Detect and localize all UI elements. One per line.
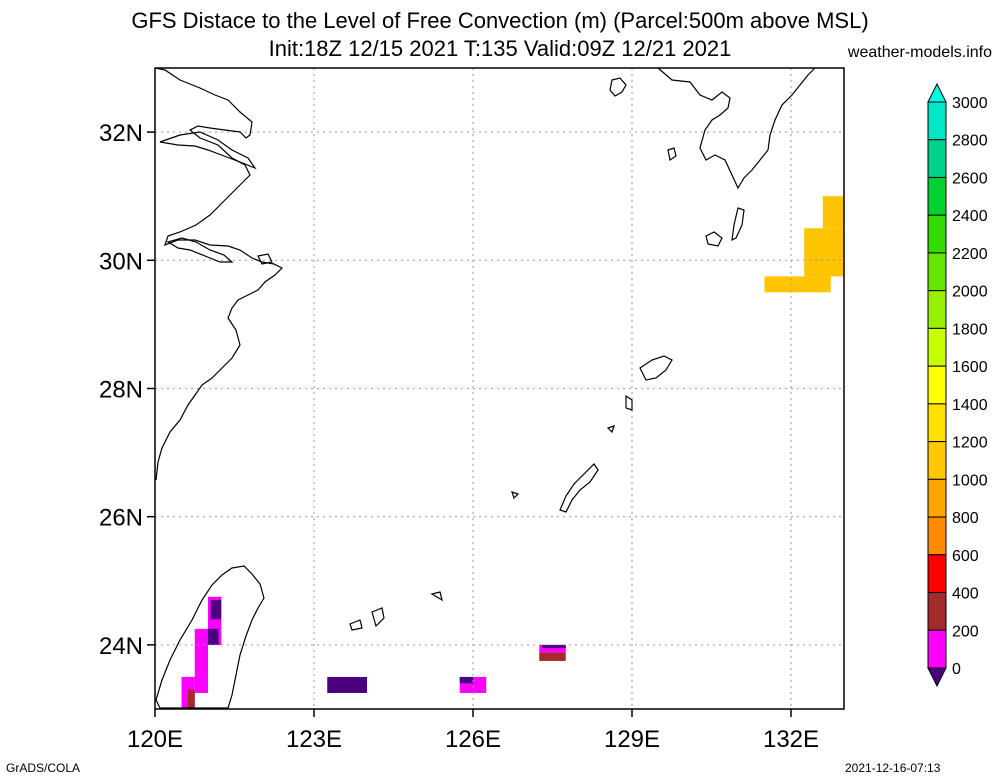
field-cell [327, 676, 367, 693]
field-cell [539, 644, 566, 653]
colorbar-label: 2000 [952, 284, 988, 301]
colorbar-label: 2200 [952, 246, 988, 263]
lon-tick-label: 129E [604, 726, 660, 753]
lat-tick-label: 24N [99, 633, 143, 660]
colorbar-label: 0 [952, 661, 961, 678]
ishigaki-island-outline [371, 607, 385, 628]
kume-island-outline [511, 491, 520, 500]
china-coastline [154, 67, 284, 481]
iriomote-island-outline [349, 619, 363, 631]
colorbar-segment [927, 252, 947, 292]
tokunoshima-outline [625, 394, 633, 411]
colorbar-segment [927, 592, 947, 631]
colorbar-bottom-arrow [927, 667, 947, 688]
map-title-line2: Init:18Z 12/15 2021 T:135 Valid:09Z 12/2… [268, 36, 732, 61]
miyako-island-outline [430, 591, 443, 602]
yakushima-outline [705, 231, 723, 247]
colorbar-label: 1000 [952, 472, 988, 489]
yangtze-river-outline [159, 131, 257, 170]
amami-island-outline [639, 355, 673, 381]
colorbar-segment [927, 478, 947, 518]
colorbar-segment [927, 139, 947, 178]
colorbar-segment [927, 516, 947, 556]
colorbar-segment [927, 101, 947, 141]
goto-islands-outline [609, 77, 627, 97]
colorbar-top-arrow [927, 82, 947, 103]
colorbar-label: 600 [952, 548, 979, 565]
okinawa-island-outline [559, 463, 599, 513]
map-title-line1: GFS Distace to the Level of Free Convect… [131, 8, 869, 33]
software-credit: GrADS/COLA [6, 761, 81, 775]
grid-lines [154, 68, 844, 709]
zhoushan-islands-outline [257, 253, 273, 265]
colorbar-segment [927, 441, 947, 480]
lat-tick-label: 30N [99, 248, 143, 275]
colorbar-label: 2400 [952, 208, 988, 225]
colorbar-segment [927, 290, 947, 329]
colorbar-segment [927, 403, 947, 443]
field-cell [459, 676, 473, 684]
colorbar-label: 800 [952, 510, 979, 527]
field-cell [541, 644, 566, 649]
field-cell [187, 689, 195, 709]
colorbar-label: 2800 [952, 133, 988, 150]
colorbar: 0 200 400 600 800 1000 1200 1400 1600 1800 2000 220… [927, 82, 988, 688]
field-cell [194, 628, 208, 693]
tanegashima-outline [731, 207, 745, 242]
colorbar-label: 200 [952, 623, 979, 640]
lat-tick-label: 26N [99, 505, 143, 532]
lon-tick-label: 123E [286, 726, 342, 753]
colorbar-label: 3000 [952, 95, 988, 112]
lon-tick-label: 120E [127, 726, 183, 753]
axis-labels: 120E 123E 126E 129E 132E 24N 26N 28N 30N 32N [99, 120, 819, 753]
colorbar-label: 1400 [952, 397, 988, 414]
colorbar-label: 1800 [952, 321, 988, 338]
lon-tick-label: 132E [763, 726, 819, 753]
taiwan-coastline [155, 565, 265, 709]
colorbar-label: 1600 [952, 359, 988, 376]
lat-tick-label: 32N [99, 120, 143, 147]
colorbar-segment [927, 554, 947, 594]
field-layer [181, 196, 844, 709]
colorbar-segment [927, 214, 947, 254]
colorbar-label: 2600 [952, 170, 988, 187]
colorbar-label: 400 [952, 586, 979, 603]
lon-tick-label: 126E [445, 726, 501, 753]
okinoerabu-outline [606, 425, 615, 434]
coastlines [154, 67, 816, 709]
field-cell [539, 652, 566, 661]
source-credit: weather-models.info [847, 44, 992, 61]
colorbar-label: 1200 [952, 435, 988, 452]
hangzhou-bay-outline [166, 237, 234, 263]
generation-timestamp: 2021-12-16-07:13 [845, 761, 941, 775]
colorbar-segment [927, 176, 947, 216]
field-cell [210, 600, 222, 620]
field-cell [764, 276, 831, 293]
colorbar-segment [927, 327, 947, 367]
kyushu-coastline [657, 67, 816, 190]
koshiki-islands-outline [667, 147, 677, 161]
colorbar-segment [927, 365, 947, 405]
field-cell [822, 196, 844, 229]
field-cell [804, 228, 844, 277]
field-cell [208, 628, 219, 645]
lat-tick-label: 28N [99, 377, 143, 404]
colorbar-segment [927, 629, 947, 669]
